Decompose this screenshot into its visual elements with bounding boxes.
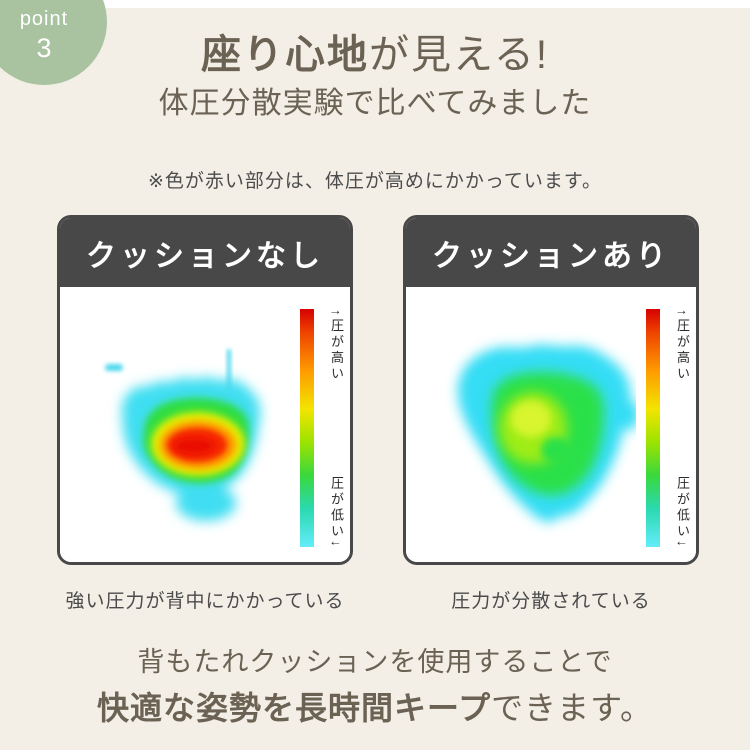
point-badge: point 3 (0, 0, 107, 85)
page-title: 座り心地が見える! (0, 22, 750, 80)
heatmap-no-cushion (105, 349, 261, 521)
footer-line2-rest: できます。 (491, 690, 653, 726)
scale-label-high: ↑圧が高い (329, 309, 344, 383)
page-title-rest: が見える! (369, 33, 549, 77)
scale-label-high: ↑圧が高い (675, 309, 690, 383)
point-badge-number: 3 (36, 33, 52, 63)
scale-label-low: 圧が低い↓ (329, 475, 344, 550)
heatmap-with-cushion (457, 344, 636, 523)
panel-no-cushion-body: ↑圧が高い 圧が低い↓ (60, 287, 350, 562)
caption-no-cushion: 強い圧力が背中にかかっている (65, 591, 345, 612)
scale-label-low: 圧が低い↓ (675, 475, 690, 550)
footer-line2: 快適な姿勢を長時間キープできます。 (0, 683, 750, 729)
top-white-strip (0, 0, 750, 8)
page-subtitle: 体圧分散実験で比べてみました (158, 87, 592, 120)
comparison-panels: クッションなし (57, 215, 699, 565)
pressure-colorbar (300, 309, 314, 547)
footer-line1: 背もたれクッションを使用することで (137, 647, 613, 677)
panel-with-cushion-body: ↑圧が高い 圧が低い↓ (406, 287, 696, 562)
page-title-emphasis: 座り心地 (201, 33, 370, 77)
pressure-colorbar (646, 309, 660, 547)
panel-captions: 強い圧力が背中にかかっている 圧力が分散されている (57, 586, 699, 613)
caption-with-cushion: 圧力が分散されている (451, 591, 651, 612)
panel-no-cushion: クッションなし (57, 215, 353, 565)
panel-with-cushion-title: クッションあり (406, 218, 696, 287)
footer-line2-emphasis: 快適な姿勢を長時間キープ (97, 690, 492, 726)
panel-no-cushion-title: クッションなし (60, 218, 350, 287)
point-badge-label: point (19, 8, 69, 30)
panel-with-cushion: クッションあり ↑圧が高い 圧が低い↓ (403, 215, 699, 565)
note-text: ※色が赤い部分は、体圧が高めにかかっています。 (147, 171, 603, 192)
